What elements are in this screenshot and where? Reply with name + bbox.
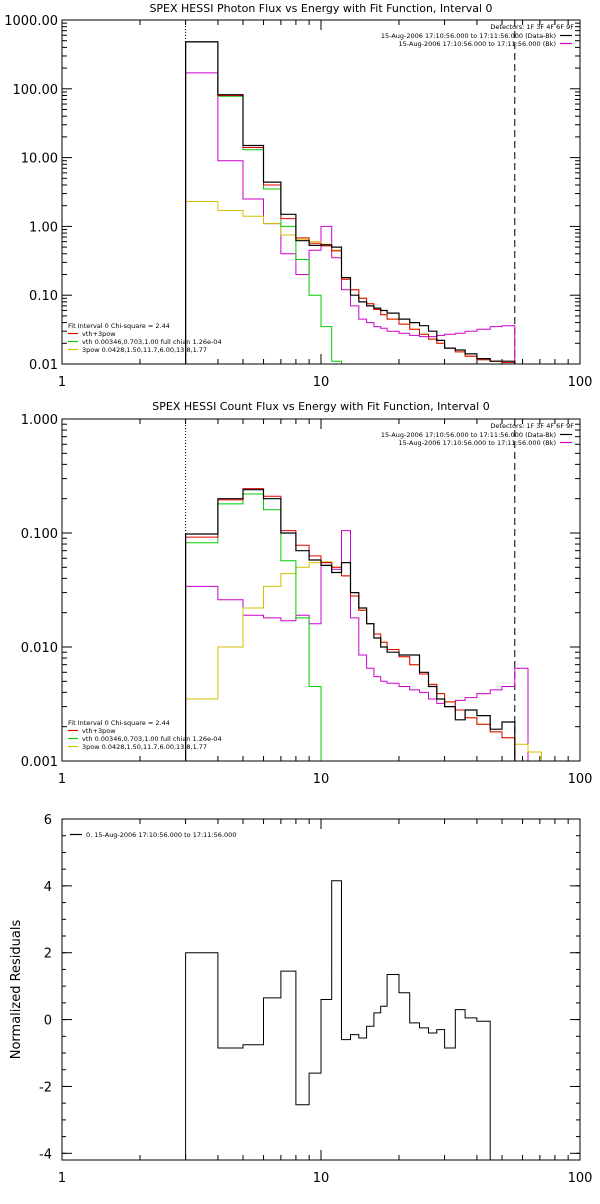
series-line-vth+3pow bbox=[185, 488, 516, 761]
x-tick-label: 10 bbox=[313, 1171, 330, 1186]
x-tick-label: 1 bbox=[58, 772, 66, 787]
y-tick-label: 2 bbox=[44, 947, 52, 962]
axes-frame bbox=[61, 19, 581, 365]
x-tick-label: 10 bbox=[313, 375, 330, 390]
y-tick-label: 0.01 bbox=[29, 358, 58, 373]
series-line-3pow bbox=[185, 561, 556, 761]
series-line-vth bbox=[185, 493, 322, 761]
chart-panel-1: SPEX HESSI Count Flux vs Energy with Fit… bbox=[21, 400, 593, 787]
legend-header: Fit Interval 0 Chi-square = 2.44 bbox=[68, 322, 170, 330]
y-tick-label: -2 bbox=[39, 1080, 52, 1095]
x-tick-label: 1 bbox=[58, 375, 66, 390]
plot-area bbox=[185, 41, 516, 364]
legend-label: 15-Aug-2006 17:10:56.000 to 17:11:56.000… bbox=[381, 32, 556, 40]
y-tick-label: 100.00 bbox=[13, 83, 59, 98]
chart-title: SPEX HESSI Count Flux vs Energy with Fit… bbox=[152, 400, 489, 413]
y-tick-label: 4 bbox=[44, 880, 52, 895]
chart-panel-0: SPEX HESSI Photon Flux vs Energy with Fi… bbox=[4, 2, 592, 390]
legend-label: 3pow 0.0428,1.50,11.7,6.00,13.8,1.77 bbox=[82, 346, 207, 354]
x-tick-label: 100 bbox=[568, 772, 593, 787]
legend-label: vth 0.00346,0.703,1.00 full chian 1.26e-… bbox=[82, 735, 222, 743]
legend-label: 15-Aug-2006 17:10:56.000 to 17:11:56.000… bbox=[399, 439, 556, 447]
legend-label: 0. 15-Aug-2006 17:10:56.000 to 17:11:56.… bbox=[86, 831, 236, 839]
legend-label: 3pow 0.0428,1.50,11.7,6.00,13.8,1.77 bbox=[82, 743, 207, 751]
legend-label: vth+3pow bbox=[82, 330, 116, 338]
axes-frame bbox=[61, 818, 581, 1161]
axes-frame bbox=[61, 418, 581, 762]
chart-panel-2: Normalized Residuals 1 10 100 -4 -2 0 2 4 6 0. 15-… bbox=[9, 813, 593, 1186]
y-tick-label: 0 bbox=[44, 1014, 52, 1029]
legend-label: vth+3pow bbox=[82, 727, 116, 735]
legend-bottom-left: Fit Interval 0 Chi-square = 2.44vth+3pow… bbox=[68, 719, 222, 751]
legend-label: 15-Aug-2006 17:10:56.000 to 17:11:56.000… bbox=[381, 431, 556, 439]
legend-top-left: 0. 15-Aug-2006 17:10:56.000 to 17:11:56.… bbox=[70, 831, 236, 839]
series-line-Data-Bk bbox=[185, 41, 516, 364]
y-tick-label: -4 bbox=[39, 1147, 52, 1162]
plot-area bbox=[185, 880, 516, 1160]
y-axis-label: Normalized Residuals bbox=[9, 920, 24, 1060]
legend-label: 15-Aug-2006 17:10:56.000 to 17:11:56.000… bbox=[399, 40, 556, 48]
legend-bottom-left: Fit Interval 0 Chi-square = 2.44vth+3pow… bbox=[68, 322, 222, 354]
chart-title: SPEX HESSI Photon Flux vs Energy with Fi… bbox=[149, 2, 492, 15]
x-tick-label: 10 bbox=[313, 772, 330, 787]
x-tick-label: 100 bbox=[568, 375, 593, 390]
series-line-vth bbox=[185, 41, 342, 364]
legend-header: Detectors: 1F 3F 4F 6F 9F bbox=[490, 422, 574, 430]
y-tick-label: 6 bbox=[44, 813, 52, 828]
y-tick-label: 0.100 bbox=[21, 527, 58, 542]
x-tick-label: 100 bbox=[568, 1171, 593, 1186]
y-tick-label: 0.001 bbox=[21, 755, 58, 770]
y-tick-label: 1000.00 bbox=[4, 14, 58, 29]
x-tick-label: 1 bbox=[58, 1171, 66, 1186]
y-tick-label: 0.10 bbox=[29, 289, 58, 304]
y-tick-label: 1.00 bbox=[29, 220, 58, 235]
series-line-Bk bbox=[185, 72, 516, 364]
legend-label: vth 0.00346,0.703,1.00 full chian 1.26e-… bbox=[82, 338, 222, 346]
legend-header: Detectors: 1F 3F 4F 6F 9F bbox=[490, 23, 574, 31]
plot-area bbox=[185, 488, 556, 761]
y-tick-label: 0.010 bbox=[21, 641, 58, 656]
legend-header: Fit Interval 0 Chi-square = 2.44 bbox=[68, 719, 170, 727]
series-line-Data-Bk bbox=[185, 489, 516, 761]
series-line-0. 15-Aug-2006 17:10:56.000 to 17:11:56.000 bbox=[185, 880, 516, 1160]
y-tick-label: 10.00 bbox=[21, 152, 58, 167]
y-tick-label: 1.000 bbox=[21, 413, 58, 428]
series-line-Bk bbox=[185, 530, 529, 761]
